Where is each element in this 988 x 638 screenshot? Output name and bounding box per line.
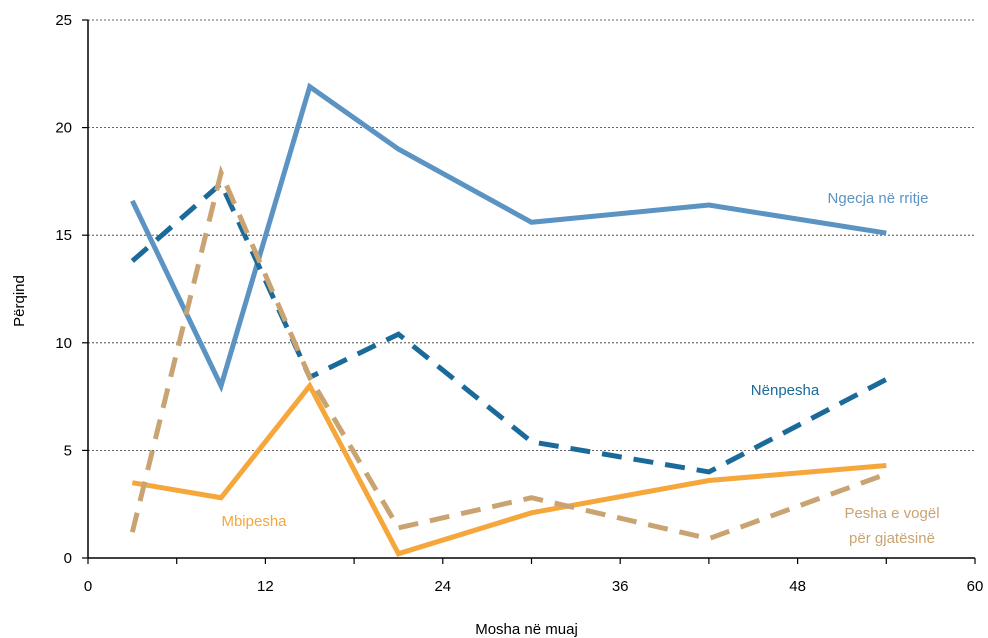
series-line-pesha-e-vogel xyxy=(129,165,888,542)
x-ticks: 0 12 24 36 48 60 xyxy=(84,558,984,595)
y-axis-title: Përqind xyxy=(11,275,28,327)
x-tick-label: 24 xyxy=(434,578,451,595)
x-tick-label: 0 xyxy=(84,578,92,595)
series-line-mbipesha xyxy=(131,381,887,557)
series-lines xyxy=(129,82,888,557)
y-tick-label: 10 xyxy=(55,335,72,352)
y-tick-label: 15 xyxy=(55,227,72,244)
series-labels: Ngecja në rritje Nënpesha Mbipesha Pesha e … xyxy=(221,190,939,547)
x-tick-label: 48 xyxy=(789,578,806,595)
y-tick-label: 5 xyxy=(64,442,72,459)
series-line-ngecja xyxy=(130,82,887,393)
series-label-mbipesha: Mbipesha xyxy=(221,513,287,530)
series-line-nenpesha xyxy=(130,179,888,475)
axes xyxy=(87,20,975,559)
x-tick-label: 36 xyxy=(612,578,629,595)
series-label-nenpesha: Nënpesha xyxy=(751,382,820,399)
x-tick-label: 12 xyxy=(257,578,274,595)
x-tick-label: 60 xyxy=(967,578,984,595)
series-label-pesha-e-vogel: Pesha e vogël për gjatësinë xyxy=(844,505,939,547)
y-ticks: 0 5 10 15 20 25 xyxy=(55,12,88,567)
x-axis-title: Mosha në muaj xyxy=(475,621,578,638)
y-tick-label: 20 xyxy=(55,120,72,137)
y-tick-label: 25 xyxy=(55,12,72,29)
series-label-ngecja: Ngecja në rritje xyxy=(828,190,929,207)
y-tick-label: 0 xyxy=(64,550,72,567)
